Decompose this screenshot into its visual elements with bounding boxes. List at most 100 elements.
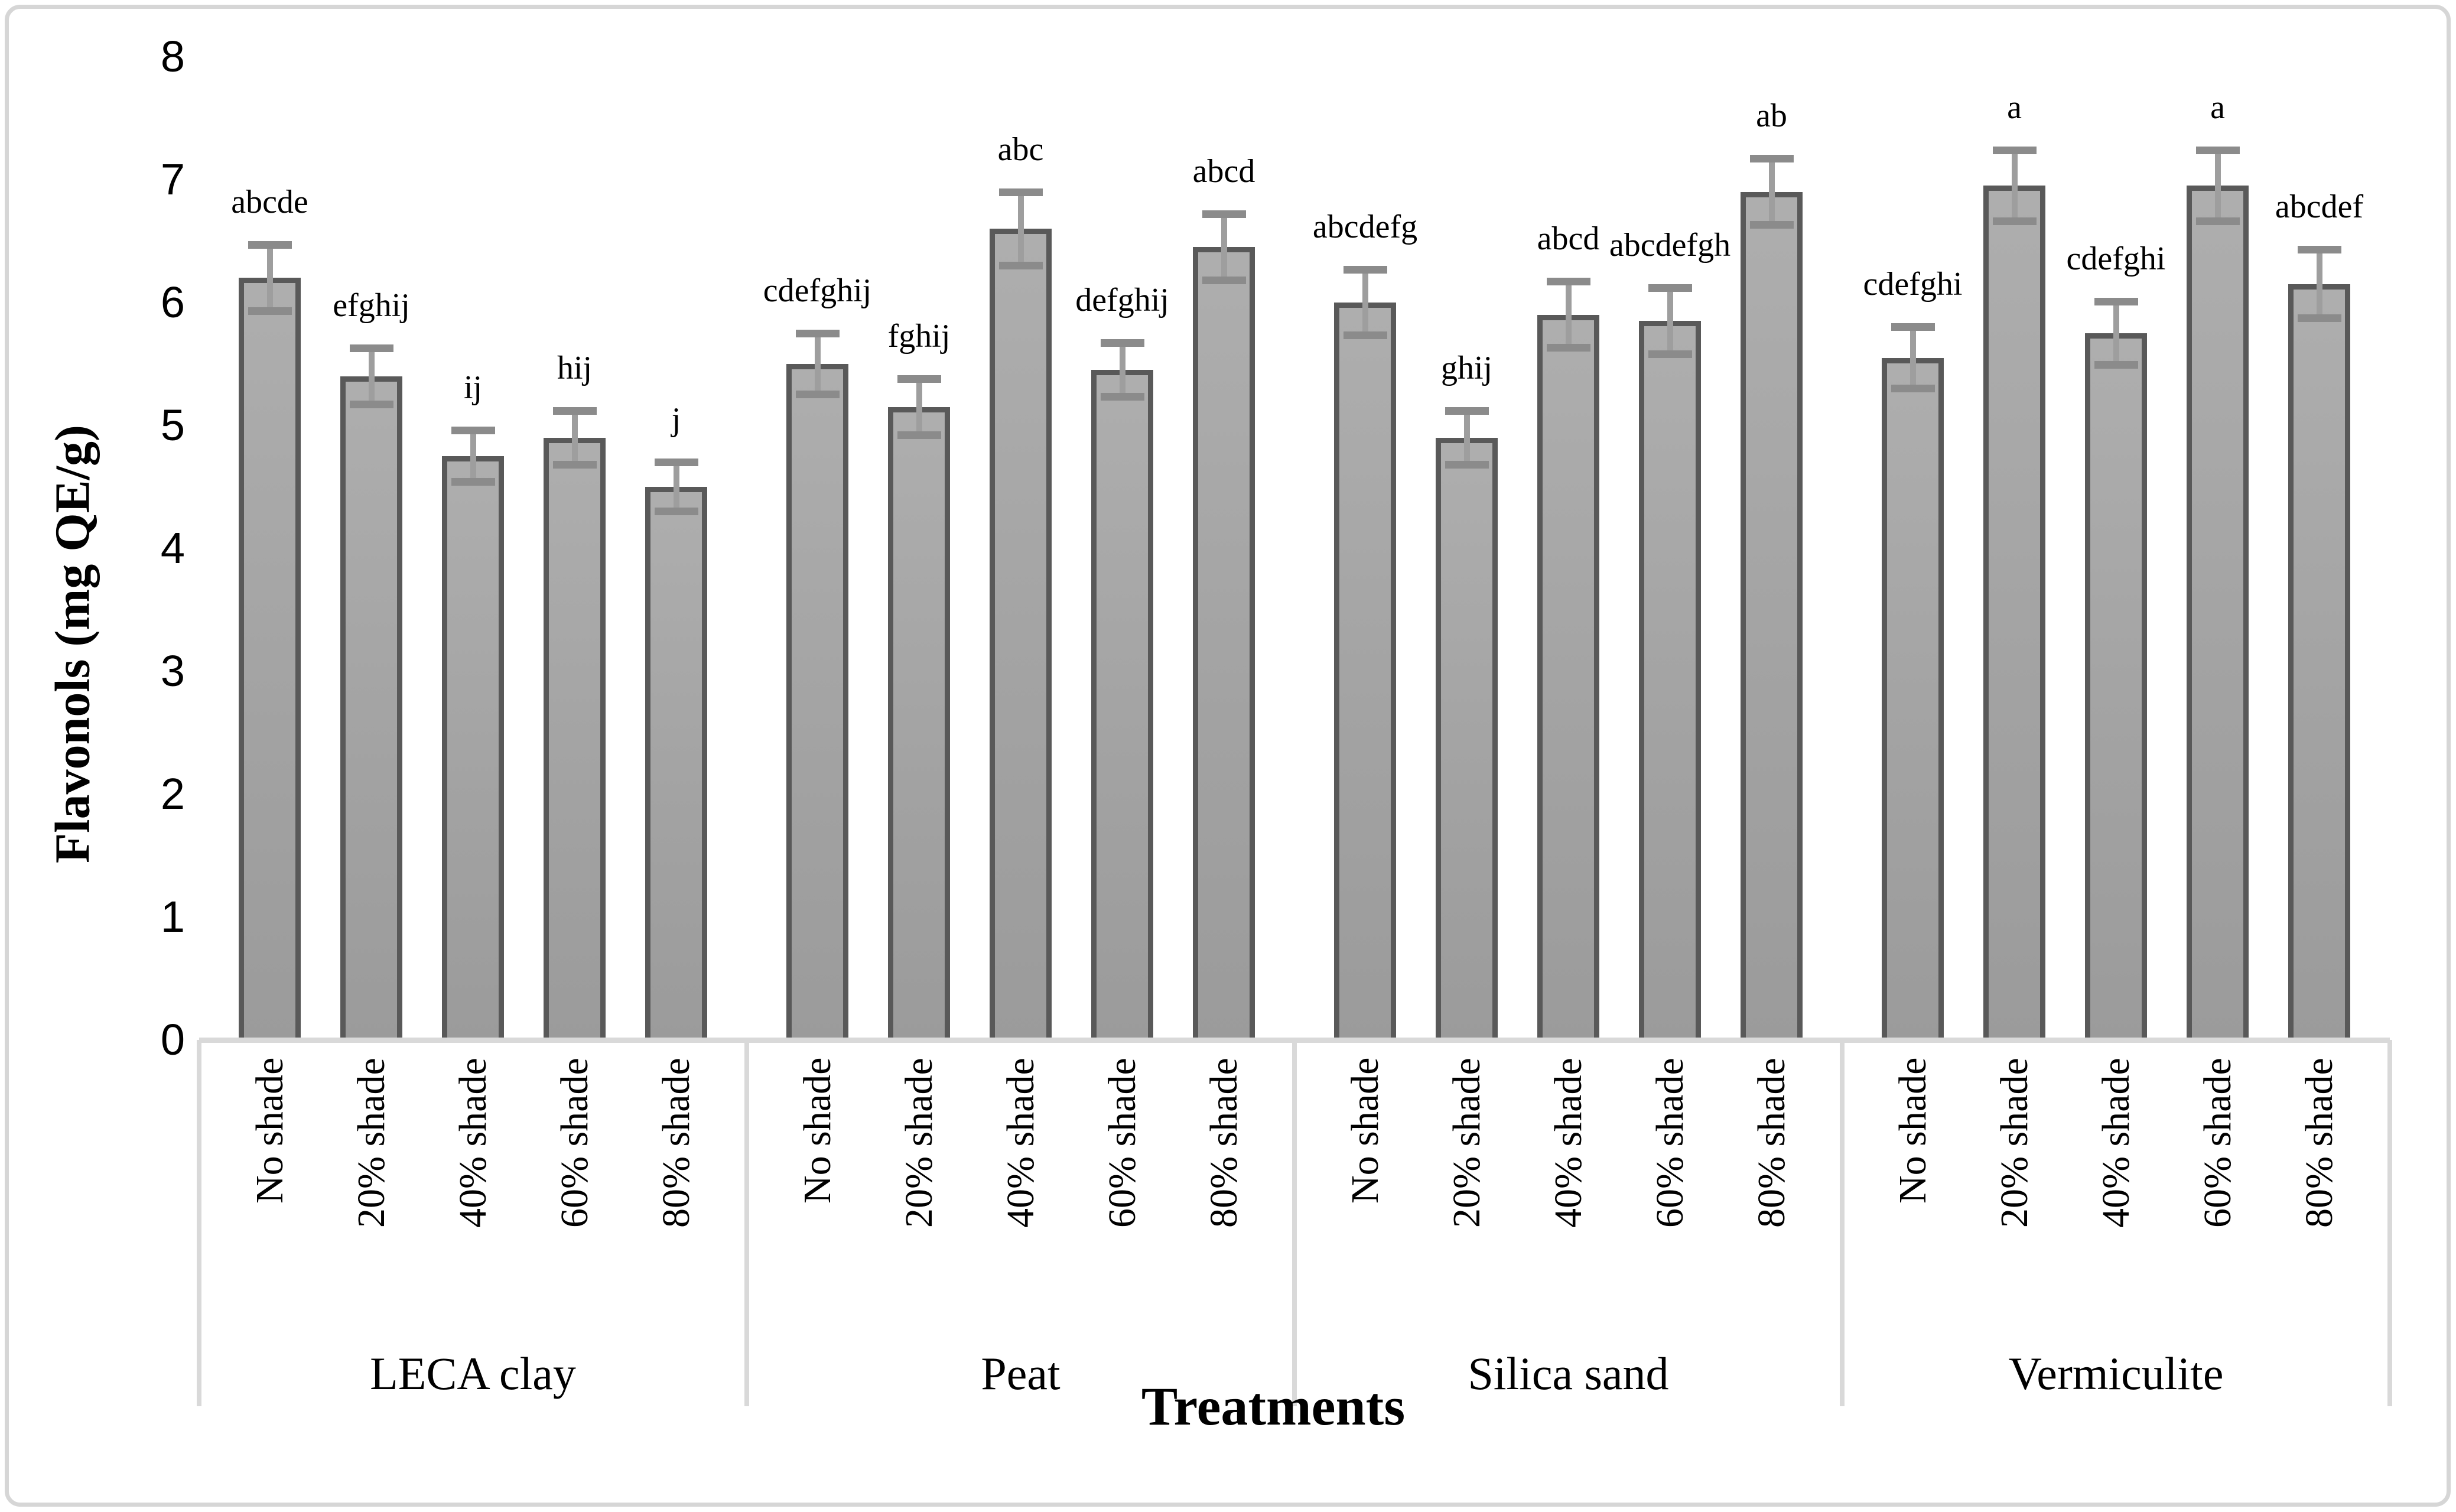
y-tick-label: 7 (160, 155, 185, 204)
error-cap-bottom (1992, 217, 2037, 225)
significance-letter: abcdef (2275, 188, 2364, 226)
bar (1882, 357, 1944, 1040)
error-cap-top (451, 427, 495, 435)
significance-letter: ab (1756, 97, 1787, 135)
error-cap-bottom (248, 307, 292, 315)
bar (442, 456, 504, 1040)
error-cap-bottom (552, 460, 597, 469)
significance-letter: cdefghi (1863, 266, 1963, 303)
significance-letter: abcdefgh (1609, 226, 1731, 264)
error-bar (571, 407, 578, 469)
group-silica-sand: abcdefg No shade ghij 20% shade abcd 40% shad… (1292, 57, 1842, 1406)
bar-cell-vermiculite-2: cdefghi 40% shade (2067, 57, 2166, 1228)
bar-cell-peat-3: defghij 60% shade (1075, 57, 1169, 1227)
bar-cell-silica-sand-4: ab 80% shade (1741, 57, 1803, 1228)
category-label: 20% shade (349, 1058, 393, 1228)
y-tick-label: 0 (160, 1015, 185, 1064)
error-cap-bottom (2195, 217, 2240, 225)
error-cap-top (795, 329, 840, 337)
category-label: 40% shade (451, 1058, 495, 1228)
error-cap-bottom (1891, 384, 1935, 392)
bar-cell-leca-clay-4: j 80% shade (645, 57, 707, 1228)
bar-cell-leca-clay-3: hij 60% shade (544, 57, 606, 1228)
error-cap-bottom (2094, 361, 2138, 369)
bar (2288, 284, 2350, 1040)
category-label: 80% shade (1202, 1058, 1245, 1228)
error-cap-top (998, 188, 1043, 196)
error-cap-top (1749, 155, 1794, 163)
error-cap-top (1202, 210, 1246, 218)
error-cap-top (2094, 297, 2138, 305)
group-peat: cdefghij No shade fghij 20% shade abc 40% sha… (744, 57, 1294, 1406)
bar-cell-leca-clay-0: abcde No shade (231, 57, 308, 1204)
error-cap-top (654, 459, 698, 467)
error-cap-top (349, 344, 393, 352)
group-divider (1292, 1040, 1297, 1406)
y-tick-label: 8 (160, 32, 185, 81)
bar-cell-silica-sand-2: abcd 40% shade (1537, 57, 1600, 1227)
error-cap-bottom (795, 391, 840, 399)
error-bar (2113, 297, 2119, 369)
significance-letter: ij (463, 369, 483, 407)
error-cap-top (552, 407, 597, 415)
bar (1193, 247, 1255, 1040)
significance-letter: ghij (1440, 349, 1493, 386)
group-divider (744, 1040, 749, 1406)
category-label: 60% shade (2195, 1058, 2239, 1228)
category-label: 80% shade (2297, 1058, 2341, 1228)
group-label: Peat (981, 1348, 1061, 1399)
category-label: 40% shade (2094, 1058, 2138, 1228)
error-bar (368, 344, 375, 408)
error-bar (266, 241, 273, 315)
error-bar (1768, 155, 1775, 229)
x-axis-title: Treatments (1141, 1376, 1406, 1436)
error-bar (2316, 246, 2322, 323)
x-axis-line (199, 1038, 2390, 1043)
y-tick-label: 3 (160, 646, 185, 695)
y-tick-label: 1 (160, 892, 185, 941)
category-label: No shade (248, 1058, 291, 1204)
error-bar (2011, 146, 2018, 225)
category-label: 20% shade (897, 1058, 941, 1228)
bar-cell-leca-clay-1: efghij 20% shade (333, 57, 410, 1228)
bar (1334, 303, 1396, 1040)
group-leca-clay: abcde No shade efghij 20% shade ij 40% shade h… (197, 57, 747, 1406)
y-tick-label: 6 (160, 278, 185, 327)
error-cap-top (1648, 284, 1692, 292)
bar (239, 278, 301, 1040)
significance-letter: cdefghij (763, 272, 872, 309)
group-divider (197, 1040, 201, 1406)
bar-cell-peat-2: abc 40% shade (990, 57, 1052, 1228)
significance-letter: j (671, 401, 681, 438)
bar-cell-silica-sand-0: abcdefg No shade (1313, 57, 1417, 1204)
error-bar (1565, 278, 1572, 352)
error-cap-top (1891, 323, 1935, 331)
significance-letter: abcde (231, 184, 308, 220)
category-label: 60% shade (1648, 1058, 1691, 1228)
bar-cell-vermiculite-0: cdefghi No shade (1863, 57, 1963, 1204)
bar-cell-silica-sand-1: ghij 20% shade (1436, 57, 1498, 1228)
bar (1639, 321, 1701, 1040)
bar-cell-vermiculite-4: abcdef 80% shade (2275, 57, 2363, 1227)
error-cap-top (248, 241, 292, 249)
significance-letter: hij (557, 349, 593, 386)
group-label: Vermiculite (2008, 1348, 2224, 1399)
error-bar (1362, 265, 1368, 340)
error-cap-top (1343, 265, 1387, 274)
group-divider (1840, 1040, 1845, 1406)
bar-cell-leca-clay-2: ij 40% shade (442, 57, 504, 1228)
error-bar (673, 459, 679, 515)
error-cap-bottom (2297, 314, 2341, 323)
error-bar (1910, 323, 1916, 392)
bar (544, 437, 606, 1040)
significance-letter: fghij (887, 317, 951, 355)
category-label: No shade (1891, 1058, 1934, 1204)
bar-cell-peat-1: fghij 20% shade (887, 57, 951, 1228)
error-cap-bottom (654, 507, 698, 515)
error-cap-top (2297, 246, 2341, 254)
group-vermiculite: cdefghi No shade a 20% shade cdefghi 40% shad… (1840, 57, 2392, 1406)
plot-area: abcde No shade efghij 20% shade ij 40% shade h… (197, 57, 2392, 1406)
bar (645, 487, 707, 1040)
